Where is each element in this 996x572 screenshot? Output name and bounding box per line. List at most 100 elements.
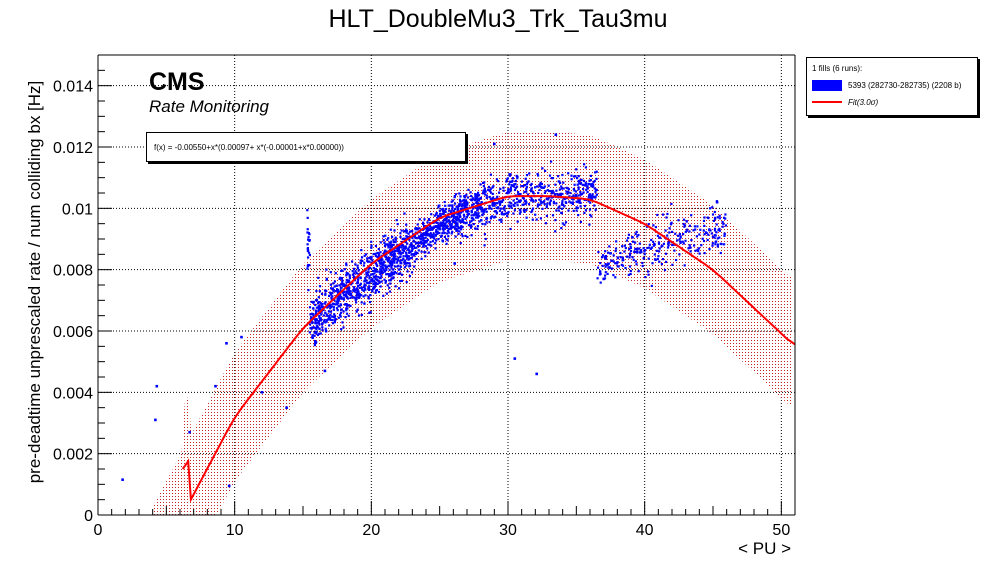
- data-point: [616, 256, 619, 259]
- data-point: [308, 253, 311, 256]
- data-point: [368, 301, 372, 304]
- data-point: [313, 331, 316, 334]
- data-point: [389, 242, 392, 245]
- data-point: [537, 174, 540, 177]
- data-point: [415, 258, 418, 261]
- data-point: [466, 196, 470, 199]
- data-point: [519, 193, 522, 196]
- data-point: [324, 329, 328, 333]
- data-point: [482, 192, 485, 195]
- data-point: [698, 233, 701, 236]
- data-point: [551, 177, 555, 180]
- data-point: [413, 254, 416, 257]
- data-point: [414, 227, 417, 230]
- data-point: [711, 244, 714, 247]
- data-point: [325, 320, 328, 323]
- data-point: [447, 219, 450, 222]
- data-point: [314, 303, 317, 306]
- data-point: [397, 256, 400, 259]
- data-point: [441, 232, 444, 235]
- data-point: [395, 272, 398, 275]
- data-point: [345, 293, 348, 296]
- data-point: [711, 242, 714, 245]
- data-point: [673, 249, 676, 252]
- data-point: [683, 225, 686, 228]
- data-point: [594, 208, 597, 211]
- data-point: [624, 266, 627, 270]
- data-point: [342, 294, 346, 297]
- data-point: [339, 303, 342, 306]
- data-point: [361, 288, 364, 291]
- data-point: [554, 219, 557, 222]
- data-point: [495, 197, 498, 200]
- data-point: [315, 324, 318, 327]
- data-point: [461, 204, 464, 207]
- data-point: [378, 271, 381, 274]
- data-point: [577, 199, 580, 202]
- data-point: [567, 191, 570, 194]
- y-tick-label: 0.014: [53, 79, 93, 96]
- data-point: [518, 200, 521, 203]
- data-point: [394, 240, 397, 244]
- data-point: [329, 307, 332, 310]
- data-point: [609, 252, 612, 255]
- data-point: [411, 248, 414, 251]
- data-point: [514, 182, 517, 186]
- data-point: [623, 250, 626, 253]
- data-point: [607, 262, 610, 265]
- data-point: [601, 254, 605, 257]
- data-point: [388, 286, 391, 289]
- data-point: [623, 244, 626, 247]
- data-point: [714, 243, 717, 246]
- data-point: [596, 266, 600, 269]
- data-point: [396, 247, 399, 250]
- data-point: [436, 226, 439, 229]
- data-point: [409, 257, 412, 260]
- data-point: [308, 264, 311, 267]
- data-point: [690, 214, 693, 217]
- data-point-outlier: [260, 391, 264, 394]
- data-point: [509, 188, 512, 191]
- data-point: [337, 316, 340, 319]
- data-point: [342, 284, 345, 287]
- data-point: [693, 225, 696, 228]
- data-point: [563, 198, 566, 201]
- data-point: [608, 245, 611, 248]
- data-point: [402, 249, 406, 253]
- data-point: [378, 276, 381, 279]
- data-point: [459, 203, 462, 206]
- data-point: [435, 239, 438, 242]
- data-point: [493, 210, 496, 213]
- data-point: [449, 210, 452, 213]
- data-point: [444, 210, 447, 214]
- data-point: [329, 313, 332, 316]
- data-point: [660, 263, 663, 266]
- data-point: [548, 201, 551, 204]
- data-point: [429, 232, 432, 235]
- data-point: [665, 260, 668, 263]
- data-point: [333, 321, 336, 324]
- data-point: [357, 291, 360, 294]
- legend-entry-data: 5393 (282730-282735) (2208 b): [812, 79, 961, 91]
- data-point: [517, 193, 520, 196]
- data-point: [436, 232, 439, 235]
- data-point: [570, 174, 573, 177]
- data-point: [450, 211, 453, 214]
- data-point: [484, 223, 487, 226]
- data-point: [703, 233, 706, 236]
- data-point-outlier: [715, 200, 719, 204]
- data-point: [636, 248, 639, 251]
- data-point: [678, 238, 681, 241]
- data-point: [445, 220, 448, 223]
- data-point: [338, 305, 341, 308]
- data-point: [496, 195, 499, 198]
- data-point: [444, 204, 447, 207]
- data-point: [428, 228, 431, 231]
- data-point: [372, 275, 375, 278]
- data-point: [611, 267, 614, 270]
- data-point: [383, 278, 386, 281]
- data-point: [367, 281, 370, 285]
- data-point: [326, 318, 329, 322]
- data-point: [406, 248, 409, 251]
- data-point: [330, 287, 333, 290]
